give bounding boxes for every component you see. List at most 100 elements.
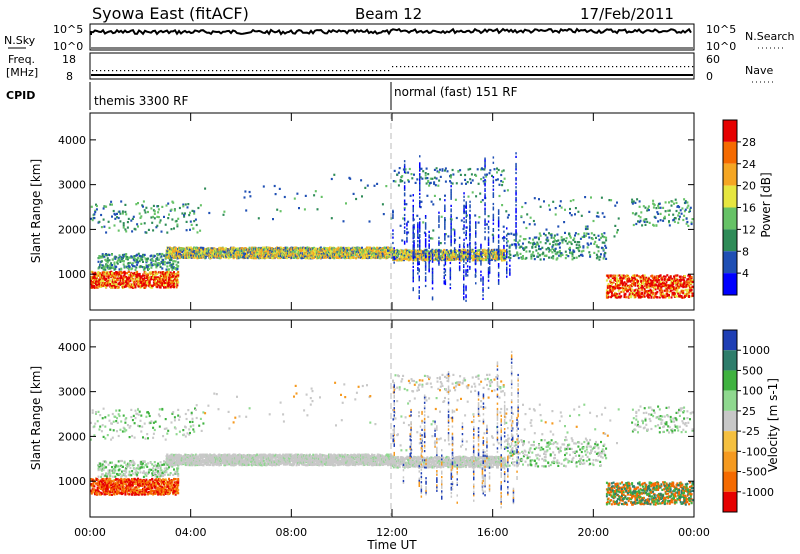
heatmap-cell [145, 284, 148, 287]
heatmap-cell [184, 203, 187, 206]
heatmap-cell [114, 257, 117, 260]
nave-point [284, 70, 286, 72]
heatmap-cell [119, 260, 122, 263]
heatmap-cell [316, 208, 319, 211]
noise-right-top: 10^5 [706, 23, 736, 36]
heatmap-cell [123, 253, 126, 256]
heatmap-cell [124, 228, 127, 231]
heatmap-cell [223, 251, 226, 254]
heatmap-cell [159, 286, 162, 289]
nave-point [620, 66, 622, 68]
heatmap-cell [99, 272, 102, 275]
heatmap-cell [424, 174, 427, 177]
heatmap-cell [159, 219, 162, 222]
heatmap-cell [111, 253, 113, 256]
heatmap-cell [532, 254, 535, 258]
heatmap-cell [122, 263, 125, 266]
nave-point [464, 66, 466, 68]
heatmap-cell [127, 274, 130, 277]
nave-point [224, 70, 226, 72]
heatmap-cell [143, 267, 146, 270]
heatmap-cell [136, 278, 139, 281]
heatmap-cell [94, 211, 97, 214]
heatmap-cell [154, 273, 157, 277]
heatmap-cell [152, 204, 155, 207]
nave-point [692, 66, 694, 68]
heatmap-cell [159, 265, 162, 269]
heatmap-cell [502, 169, 505, 172]
heatmap-cell [184, 212, 186, 215]
heatmap-cell [163, 215, 165, 218]
heatmap-cell [98, 283, 101, 287]
nave-point [396, 66, 398, 68]
nave-point [348, 70, 350, 72]
heatmap-cell [189, 211, 191, 214]
heatmap-cell [556, 233, 559, 236]
heatmap-cell [283, 195, 286, 199]
heatmap-cell [168, 268, 170, 271]
heatmap-cell [130, 256, 133, 259]
heatmap-cell [96, 278, 99, 281]
nave-point [272, 70, 274, 72]
heatmap-cell [216, 248, 219, 251]
heatmap-cell [114, 267, 117, 270]
heatmap-cell [164, 223, 167, 226]
heatmap-cell [333, 257, 336, 260]
nave-point [500, 66, 502, 68]
heatmap-cell [135, 266, 138, 269]
heatmap-cell [142, 253, 144, 256]
heatmap-cell [163, 281, 166, 285]
heatmap-cell [524, 238, 527, 241]
freq-label-2: [MHz] [6, 66, 38, 79]
heatmap-cell [94, 276, 97, 279]
heatmap-cell [103, 277, 106, 280]
heatmap-cell [160, 230, 163, 233]
heatmap-cell [225, 251, 228, 254]
nave-point [196, 70, 198, 72]
heatmap-cell [157, 263, 160, 266]
heatmap-cell [147, 283, 149, 286]
heatmap-cell [409, 194, 412, 197]
heatmap-cell [364, 186, 367, 189]
heatmap-cell [330, 217, 333, 220]
heatmap-cell [199, 204, 202, 207]
heatmap-cell [151, 286, 154, 289]
nave-point [420, 66, 422, 68]
heatmap-cell [165, 277, 168, 280]
nave-point [524, 66, 526, 68]
heatmap-cell [394, 180, 397, 183]
heatmap-cell [533, 258, 536, 261]
nave-point [136, 70, 138, 72]
heatmap-cell [115, 256, 118, 259]
heatmap-cell [98, 285, 101, 288]
heatmap-cell [352, 256, 355, 259]
heatmap-cell [182, 203, 185, 206]
heatmap-cell [402, 217, 405, 220]
nave-point [208, 70, 210, 72]
heatmap-cell [108, 259, 111, 262]
heatmap-cell [173, 286, 175, 289]
heatmap-cell [137, 261, 139, 264]
heatmap-cell [396, 173, 399, 176]
heatmap-cell [469, 167, 472, 171]
heatmap-cell [120, 281, 123, 285]
heatmap-cell [227, 257, 230, 260]
heatmap-cell [189, 220, 192, 223]
heatmap-cell [100, 256, 103, 259]
heatmap-cell [507, 213, 510, 217]
heatmap-cell [120, 277, 123, 280]
nave-point [352, 70, 354, 72]
heatmap-cell [95, 208, 98, 211]
heatmap-cell [116, 212, 118, 215]
heatmap-cell [564, 240, 567, 243]
heatmap-cell [539, 241, 542, 244]
heatmap-cell [93, 286, 96, 289]
heatmap-cell [475, 174, 478, 177]
nave-point [600, 66, 602, 68]
heatmap-cell [232, 252, 235, 255]
heatmap-cell [111, 258, 114, 261]
heatmap-cell [111, 274, 113, 277]
heatmap-cell [441, 169, 444, 172]
heatmap-cell [178, 252, 181, 255]
heatmap-cell [109, 265, 112, 268]
